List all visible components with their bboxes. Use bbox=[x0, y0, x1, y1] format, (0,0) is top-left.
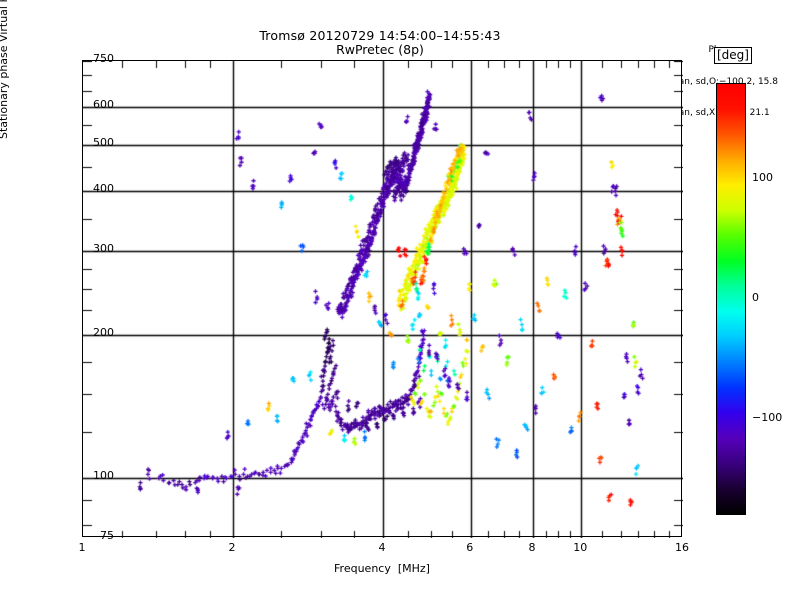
colorbar-tick-0: 0 bbox=[752, 291, 759, 304]
colorbar-tick-100: 100 bbox=[752, 171, 773, 184]
x-axis-label: Frequency [MHz] bbox=[334, 562, 430, 575]
colorbar-unit-label: [deg] bbox=[714, 47, 752, 64]
x-tick-10: 10 bbox=[573, 541, 588, 554]
x-tick-6: 6 bbox=[466, 541, 474, 554]
x-tick-1: 1 bbox=[78, 541, 86, 554]
x-tick-8: 8 bbox=[528, 541, 536, 554]
scatter-canvas bbox=[83, 61, 683, 538]
y-tick-750: 750 bbox=[93, 52, 114, 65]
colorbar-gradient bbox=[717, 84, 745, 514]
x-tick-2: 2 bbox=[228, 541, 236, 554]
y-tick-100: 100 bbox=[93, 469, 114, 483]
y-tick-500: 500 bbox=[93, 135, 114, 149]
x-tick-4: 4 bbox=[378, 541, 386, 554]
colorbar-tick-minus100: −100 bbox=[752, 411, 783, 424]
y-tick-200: 200 bbox=[93, 325, 114, 339]
y-tick-75: 75 bbox=[100, 529, 114, 542]
chart-subtitle: RwPretec (8p) bbox=[336, 42, 424, 57]
y-axis-label: Stationary phase Virtual Height [km] bbox=[0, 0, 10, 140]
y-tick-600: 600 bbox=[93, 98, 114, 112]
colorbar bbox=[716, 83, 746, 515]
chart-title: Tromsø 20120729 14:54:00–14:55:43 bbox=[259, 28, 501, 43]
x-tick-16: 16 bbox=[675, 541, 689, 554]
plot-area bbox=[82, 60, 683, 538]
y-tick-300: 300 bbox=[93, 241, 114, 255]
y-tick-400: 400 bbox=[93, 182, 114, 196]
